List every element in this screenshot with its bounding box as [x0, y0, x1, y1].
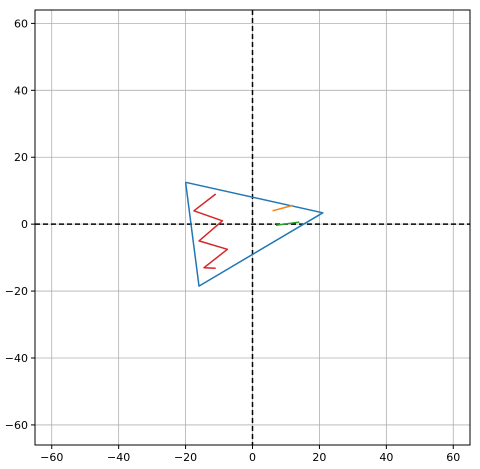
x-tick-label: 20 [312, 451, 326, 464]
reference-lines [35, 10, 470, 445]
y-tick-label: −60 [5, 419, 28, 432]
series-line-0 [184, 181, 324, 287]
y-tick-label: −20 [5, 285, 28, 298]
ticks: −60 −40 −20 0 20 40 60 −60 −40 −20 0 20 40 60 [5, 17, 460, 464]
y-tick-label: 60 [14, 17, 28, 30]
y-tick-label: 20 [14, 151, 28, 164]
series-group [184, 181, 324, 287]
y-tick-label: −40 [5, 352, 28, 365]
x-tick-label: 60 [446, 451, 460, 464]
x-tick-label: −60 [40, 451, 63, 464]
series-line-2 [272, 204, 293, 212]
y-tick-label: 0 [21, 218, 28, 231]
series-line-1 [193, 193, 229, 270]
x-tick-label: 0 [249, 451, 256, 464]
x-tick-label: 40 [379, 451, 393, 464]
y-tick-label: 40 [14, 84, 28, 97]
x-tick-label: −20 [174, 451, 197, 464]
series-line-3 [275, 221, 300, 226]
x-tick-label: −40 [107, 451, 130, 464]
